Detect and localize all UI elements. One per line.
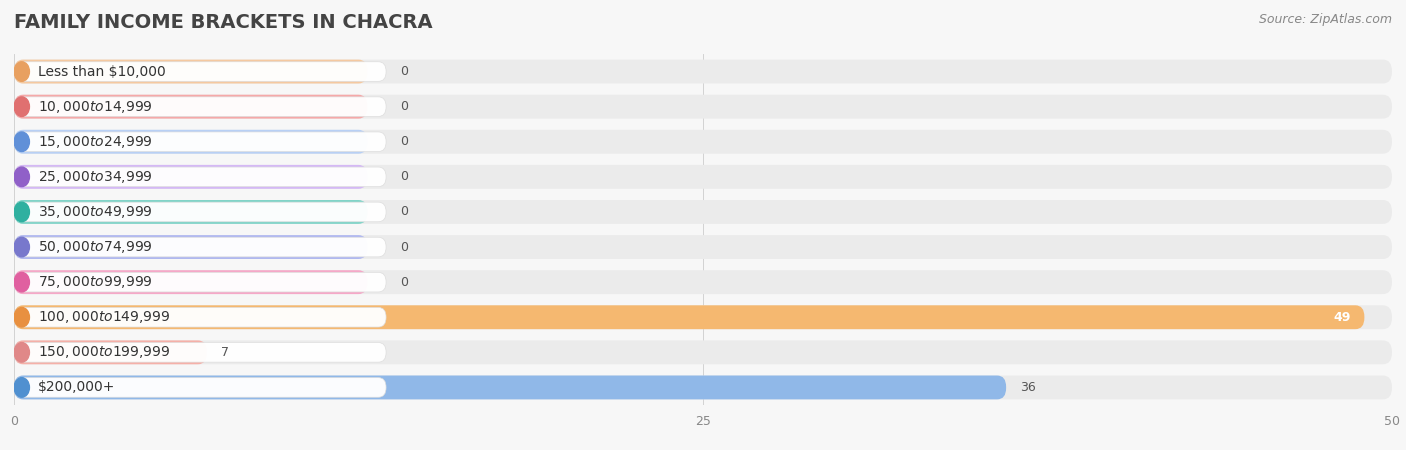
Text: 7: 7 <box>221 346 229 359</box>
Text: Source: ZipAtlas.com: Source: ZipAtlas.com <box>1258 14 1392 27</box>
FancyBboxPatch shape <box>14 378 387 397</box>
FancyBboxPatch shape <box>14 340 207 364</box>
FancyBboxPatch shape <box>14 59 1392 84</box>
FancyBboxPatch shape <box>14 132 387 152</box>
FancyBboxPatch shape <box>14 235 367 259</box>
Circle shape <box>14 202 30 222</box>
Circle shape <box>14 167 30 187</box>
FancyBboxPatch shape <box>14 272 387 292</box>
FancyBboxPatch shape <box>14 59 367 84</box>
FancyBboxPatch shape <box>14 165 1392 189</box>
Text: 36: 36 <box>1019 381 1036 394</box>
FancyBboxPatch shape <box>14 307 387 327</box>
Circle shape <box>14 132 30 152</box>
FancyBboxPatch shape <box>14 200 1392 224</box>
Text: 0: 0 <box>399 276 408 288</box>
Circle shape <box>14 342 30 362</box>
FancyBboxPatch shape <box>14 375 1007 400</box>
Text: $15,000 to $24,999: $15,000 to $24,999 <box>38 134 152 150</box>
FancyBboxPatch shape <box>14 375 1392 400</box>
FancyBboxPatch shape <box>14 235 1392 259</box>
Circle shape <box>14 237 30 257</box>
Text: FAMILY INCOME BRACKETS IN CHACRA: FAMILY INCOME BRACKETS IN CHACRA <box>14 14 433 32</box>
Text: $10,000 to $14,999: $10,000 to $14,999 <box>38 99 152 115</box>
Text: 0: 0 <box>399 65 408 78</box>
Circle shape <box>14 307 30 327</box>
FancyBboxPatch shape <box>14 305 1392 329</box>
Text: 0: 0 <box>399 171 408 183</box>
FancyBboxPatch shape <box>14 130 367 154</box>
Text: $150,000 to $199,999: $150,000 to $199,999 <box>38 344 170 360</box>
Text: $75,000 to $99,999: $75,000 to $99,999 <box>38 274 152 290</box>
FancyBboxPatch shape <box>14 62 387 81</box>
Text: $25,000 to $34,999: $25,000 to $34,999 <box>38 169 152 185</box>
FancyBboxPatch shape <box>14 94 367 119</box>
Circle shape <box>14 272 30 292</box>
Text: Less than $10,000: Less than $10,000 <box>38 64 166 79</box>
Circle shape <box>14 97 30 117</box>
FancyBboxPatch shape <box>14 270 1392 294</box>
Text: $35,000 to $49,999: $35,000 to $49,999 <box>38 204 152 220</box>
Text: 0: 0 <box>399 135 408 148</box>
Text: 0: 0 <box>399 100 408 113</box>
Circle shape <box>14 62 30 81</box>
FancyBboxPatch shape <box>14 342 387 362</box>
Circle shape <box>14 378 30 397</box>
FancyBboxPatch shape <box>14 167 387 187</box>
FancyBboxPatch shape <box>14 340 1392 364</box>
Text: $100,000 to $149,999: $100,000 to $149,999 <box>38 309 170 325</box>
Text: $200,000+: $200,000+ <box>38 380 115 395</box>
Text: 0: 0 <box>399 241 408 253</box>
FancyBboxPatch shape <box>14 237 387 257</box>
FancyBboxPatch shape <box>14 270 367 294</box>
Text: 0: 0 <box>399 206 408 218</box>
Text: $50,000 to $74,999: $50,000 to $74,999 <box>38 239 152 255</box>
FancyBboxPatch shape <box>14 165 367 189</box>
Text: 49: 49 <box>1333 311 1351 324</box>
FancyBboxPatch shape <box>14 305 1364 329</box>
FancyBboxPatch shape <box>14 200 367 224</box>
FancyBboxPatch shape <box>14 94 1392 119</box>
FancyBboxPatch shape <box>14 202 387 222</box>
FancyBboxPatch shape <box>14 97 387 117</box>
FancyBboxPatch shape <box>14 130 1392 154</box>
